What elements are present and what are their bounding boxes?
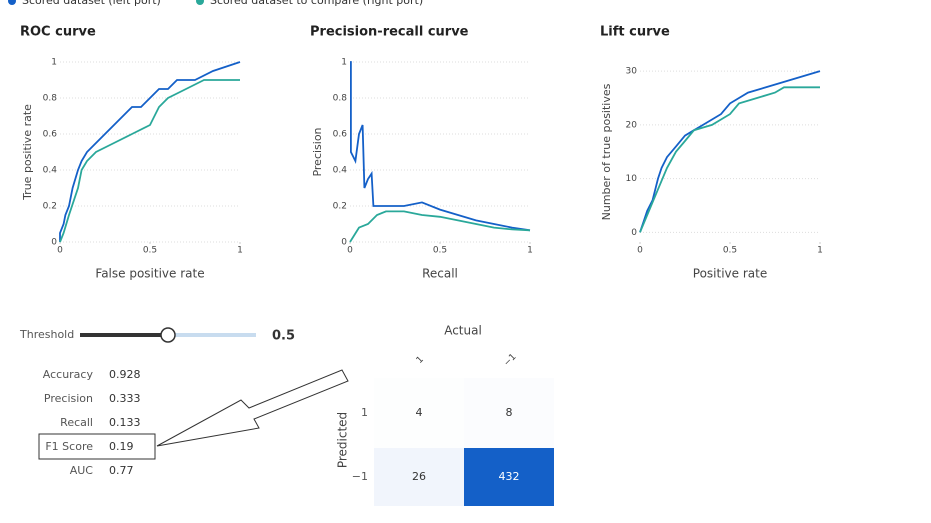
row-label: 1 (361, 406, 368, 419)
slider-knob[interactable] (160, 327, 176, 343)
metric-value: 0.333 (109, 392, 141, 405)
y-tick-label: 1 (341, 58, 347, 68)
matrix-y-label: Predicted (336, 412, 350, 468)
legend-marker (8, 0, 16, 5)
y-tick-label: 0.6 (43, 130, 58, 140)
y-axis-label: Precision (311, 127, 324, 176)
y-tick-label: 10 (626, 174, 638, 184)
y-tick-label: 30 (626, 67, 638, 77)
series-line (59, 79, 240, 243)
arrow (156, 369, 349, 447)
column-label: 1 (415, 355, 426, 366)
y-tick-label: 0.6 (333, 130, 348, 140)
x-tick-label: 1 (817, 246, 823, 256)
legend-marker (196, 0, 204, 5)
x-tick-label: 1 (237, 246, 243, 256)
column-label: −1 (502, 352, 518, 368)
matrix-title: Actual (444, 324, 482, 338)
series-line (639, 86, 820, 233)
x-tick-label: 0.5 (433, 246, 447, 256)
series-line (59, 61, 241, 242)
metric-label: Recall (60, 416, 93, 429)
y-tick-label: 0.4 (43, 166, 58, 176)
legend-label: Scored dataset to compare (right port) (210, 0, 423, 7)
y-tick-label: 0.2 (333, 202, 347, 212)
chart-title: Lift curve (600, 25, 670, 40)
legend-label: Scored dataset (left port) (22, 0, 161, 7)
cell-value: 8 (506, 406, 513, 419)
series-line (350, 61, 531, 232)
x-tick-label: 0.5 (723, 246, 737, 256)
x-axis-label: Recall (422, 267, 458, 281)
chart-title: ROC curve (20, 25, 96, 40)
metric-value: 0.77 (109, 464, 134, 477)
metric-label: F1 Score (45, 440, 93, 453)
threshold-label: Threshold (19, 328, 74, 341)
x-tick-label: 0.5 (143, 246, 157, 256)
series-line (349, 210, 531, 243)
y-tick-label: 0 (341, 238, 347, 248)
x-tick-label: 0 (637, 246, 643, 256)
cell-value: 432 (499, 470, 520, 483)
row-label: −1 (352, 470, 368, 483)
x-tick-label: 1 (527, 246, 533, 256)
matrix-cell (464, 378, 554, 448)
chart-title: Precision-recall curve (310, 25, 469, 40)
y-tick-label: 0.4 (333, 166, 348, 176)
cell-value: 26 (412, 470, 426, 483)
series-line (639, 70, 821, 233)
highlight-box (38, 433, 156, 460)
x-tick-label: 0 (57, 246, 63, 256)
y-axis-label: True positive rate (21, 104, 34, 201)
matrix-cell (374, 448, 464, 506)
y-tick-label: 0 (51, 238, 57, 248)
cell-value: 4 (416, 406, 423, 419)
y-tick-label: 0.2 (43, 202, 57, 212)
x-tick-label: 0 (347, 246, 353, 256)
threshold-value: 0.5 (272, 329, 295, 344)
metric-label: AUC (70, 464, 94, 477)
y-tick-label: 0 (631, 228, 637, 238)
y-axis-label: Number of true positives (600, 83, 613, 220)
metric-value: 0.133 (109, 416, 141, 429)
matrix-cell (464, 448, 554, 506)
metric-value: 0.928 (109, 368, 141, 381)
metric-label: Precision (44, 392, 93, 405)
y-tick-label: 0.8 (333, 94, 348, 104)
y-tick-label: 20 (626, 120, 638, 130)
x-axis-label: False positive rate (95, 267, 204, 281)
matrix-cell (374, 378, 464, 448)
y-tick-label: 1 (51, 58, 57, 68)
metric-label: Accuracy (43, 368, 94, 381)
x-axis-label: Positive rate (693, 267, 767, 281)
metric-value: 0.19 (109, 440, 134, 453)
y-tick-label: 0.8 (43, 94, 58, 104)
